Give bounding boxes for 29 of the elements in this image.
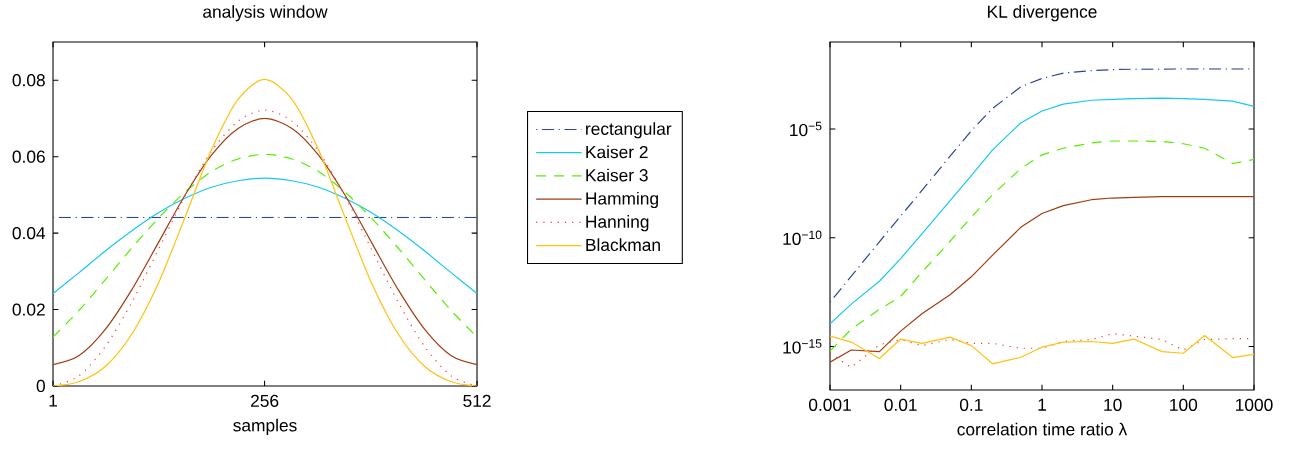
x-tick-label: 1 xyxy=(49,394,57,407)
y-tick-label: 10$^{−5}$ xyxy=(790,121,822,137)
chart-title: KL divergence xyxy=(988,5,1097,22)
legend-label: Kaiser 3 xyxy=(586,168,648,182)
y-tick-label: 10$^{−15}$ xyxy=(783,339,822,354)
x-tick-label: 1000 xyxy=(1236,398,1273,411)
x-axis-title: correlation time ratio λ xyxy=(957,422,1128,436)
legend-label: Hamming xyxy=(586,191,658,209)
x-tick-label: 10 xyxy=(1104,398,1122,411)
x-tick-label: 100 xyxy=(1170,398,1198,411)
legend-label: Kaiser 2 xyxy=(586,145,648,159)
legend-label: Hanning xyxy=(586,215,649,232)
legend-label: Blackman xyxy=(586,238,660,252)
x-tick-label: 256 xyxy=(251,394,279,407)
x-tick-label: 0.001 xyxy=(808,398,851,411)
chart-title: analysis window xyxy=(203,5,328,22)
line-series xyxy=(53,177,478,295)
x-axis-title: samples xyxy=(233,418,297,435)
y-tick-label: 10$^{−10}$ xyxy=(783,230,822,245)
y-tick-label: 0.06 xyxy=(12,150,45,163)
y-tick-label: 0.04 xyxy=(12,226,46,240)
y-tick-label: 0 xyxy=(36,379,45,393)
y-tick-label: 0.08 xyxy=(12,74,45,87)
x-tick-label: 0.01 xyxy=(884,398,917,411)
legend-label: rectangular xyxy=(586,122,672,139)
x-tick-label: 0.1 xyxy=(959,398,983,411)
x-tick-label: 512 xyxy=(463,394,491,407)
x-tick-label: 1 xyxy=(1038,398,1046,411)
y-tick-label: 0.02 xyxy=(12,303,45,316)
